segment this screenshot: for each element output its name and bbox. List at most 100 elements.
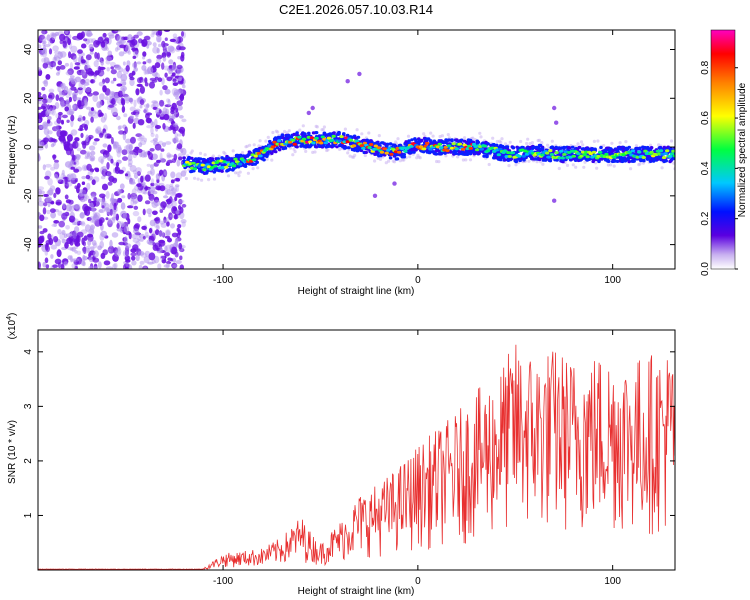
noise-blob: [43, 57, 50, 64]
noise-blob: [70, 166, 75, 170]
track-halo: [596, 139, 600, 143]
noise-blob: [124, 266, 129, 269]
noise-blob: [112, 208, 116, 215]
noise-blob: [41, 103, 48, 109]
track-core: [474, 148, 480, 152]
noise-blob: [159, 99, 165, 107]
noise-blob: [150, 33, 155, 38]
noise-blob: [91, 216, 97, 224]
track-base: [632, 159, 636, 163]
noise-blob: [167, 45, 175, 52]
noise-blob: [83, 235, 88, 241]
y-tick-label: 20: [23, 92, 34, 104]
noise-blob: [166, 188, 171, 195]
track-base: [243, 164, 248, 168]
noise-blob: [155, 173, 160, 181]
noise-blob: [139, 238, 144, 242]
track-base: [402, 153, 407, 157]
noise-blob: [55, 199, 62, 206]
track-halo: [396, 137, 400, 141]
noise-blob: [77, 220, 82, 226]
noise-blob: [100, 230, 108, 238]
noise-blob: [45, 74, 51, 80]
noise-blob: [166, 76, 173, 82]
noise-blob: [172, 78, 177, 83]
noise-blob: [151, 79, 158, 83]
track-halo: [217, 154, 221, 158]
noise-blob: [66, 237, 73, 244]
noise-blob: [145, 113, 150, 119]
noise-blob: [114, 166, 119, 172]
noise-blob: [152, 42, 157, 47]
track-base: [314, 131, 319, 135]
track-halo: [672, 161, 675, 165]
noise-blob: [153, 199, 161, 207]
noise-blob: [143, 107, 149, 115]
noise-blob: [150, 182, 155, 187]
track-halo: [322, 125, 326, 129]
noise-blob: [99, 132, 104, 138]
noise-blob: [122, 132, 127, 141]
track-base: [402, 155, 407, 159]
track-core: [449, 146, 455, 150]
noise-blob: [166, 204, 172, 209]
track-base: [503, 158, 508, 162]
noise-blob: [126, 34, 133, 42]
track-halo: [581, 143, 585, 147]
track-halo: [583, 160, 587, 164]
noise-blob: [138, 142, 143, 148]
noise-blob: [74, 97, 81, 101]
noise-blob: [84, 65, 90, 70]
noise-blob: [101, 205, 105, 209]
noise-blob: [43, 44, 51, 48]
noise-blob: [150, 168, 155, 176]
noise-blob: [164, 245, 168, 253]
noise-blob: [74, 62, 81, 66]
noise-blob: [58, 220, 65, 228]
noise-blob: [86, 217, 92, 221]
track-base: [511, 146, 516, 150]
track-base: [335, 145, 339, 149]
noise-blob: [156, 222, 160, 229]
noise-blob: [146, 67, 150, 75]
noise-blob: [85, 174, 91, 180]
track-halo: [237, 174, 241, 178]
noise-blob: [56, 249, 62, 258]
noise-blob: [113, 77, 117, 82]
track-base: [638, 146, 642, 150]
track-core: [248, 159, 254, 163]
noise-blob: [176, 89, 184, 94]
noise-blob: [70, 53, 77, 60]
noise-blob: [46, 209, 51, 215]
noise-blob: [90, 150, 96, 156]
noise-blob: [170, 171, 176, 179]
track-halo: [526, 137, 530, 141]
noise-blob: [120, 97, 124, 104]
noise-blob: [87, 239, 92, 246]
track-core: [200, 163, 205, 167]
noise-blob: [86, 182, 91, 191]
track-halo: [406, 134, 411, 138]
track-core: [386, 148, 391, 152]
noise-blob: [148, 227, 153, 234]
noise-blob: [114, 65, 122, 70]
noise-blob: [131, 260, 137, 266]
noise-blob: [73, 218, 80, 226]
track-halo: [292, 147, 296, 151]
noise-blob: [152, 46, 160, 54]
noise-blob: [111, 193, 114, 201]
track-core: [311, 141, 316, 145]
track-halo: [508, 140, 512, 144]
noise-blob: [136, 183, 142, 188]
noise-blob: [46, 98, 53, 103]
track-core: [213, 164, 218, 168]
noise-blob: [158, 239, 166, 244]
noise-blob: [134, 230, 141, 236]
noise-blob: [164, 72, 168, 78]
track-base: [206, 160, 211, 164]
noise-blob: [62, 138, 67, 145]
colorbar-tick-label: 0.0: [700, 262, 711, 276]
track-core: [630, 149, 636, 153]
noise-blob: [45, 110, 49, 116]
noise-blob: [146, 163, 151, 167]
